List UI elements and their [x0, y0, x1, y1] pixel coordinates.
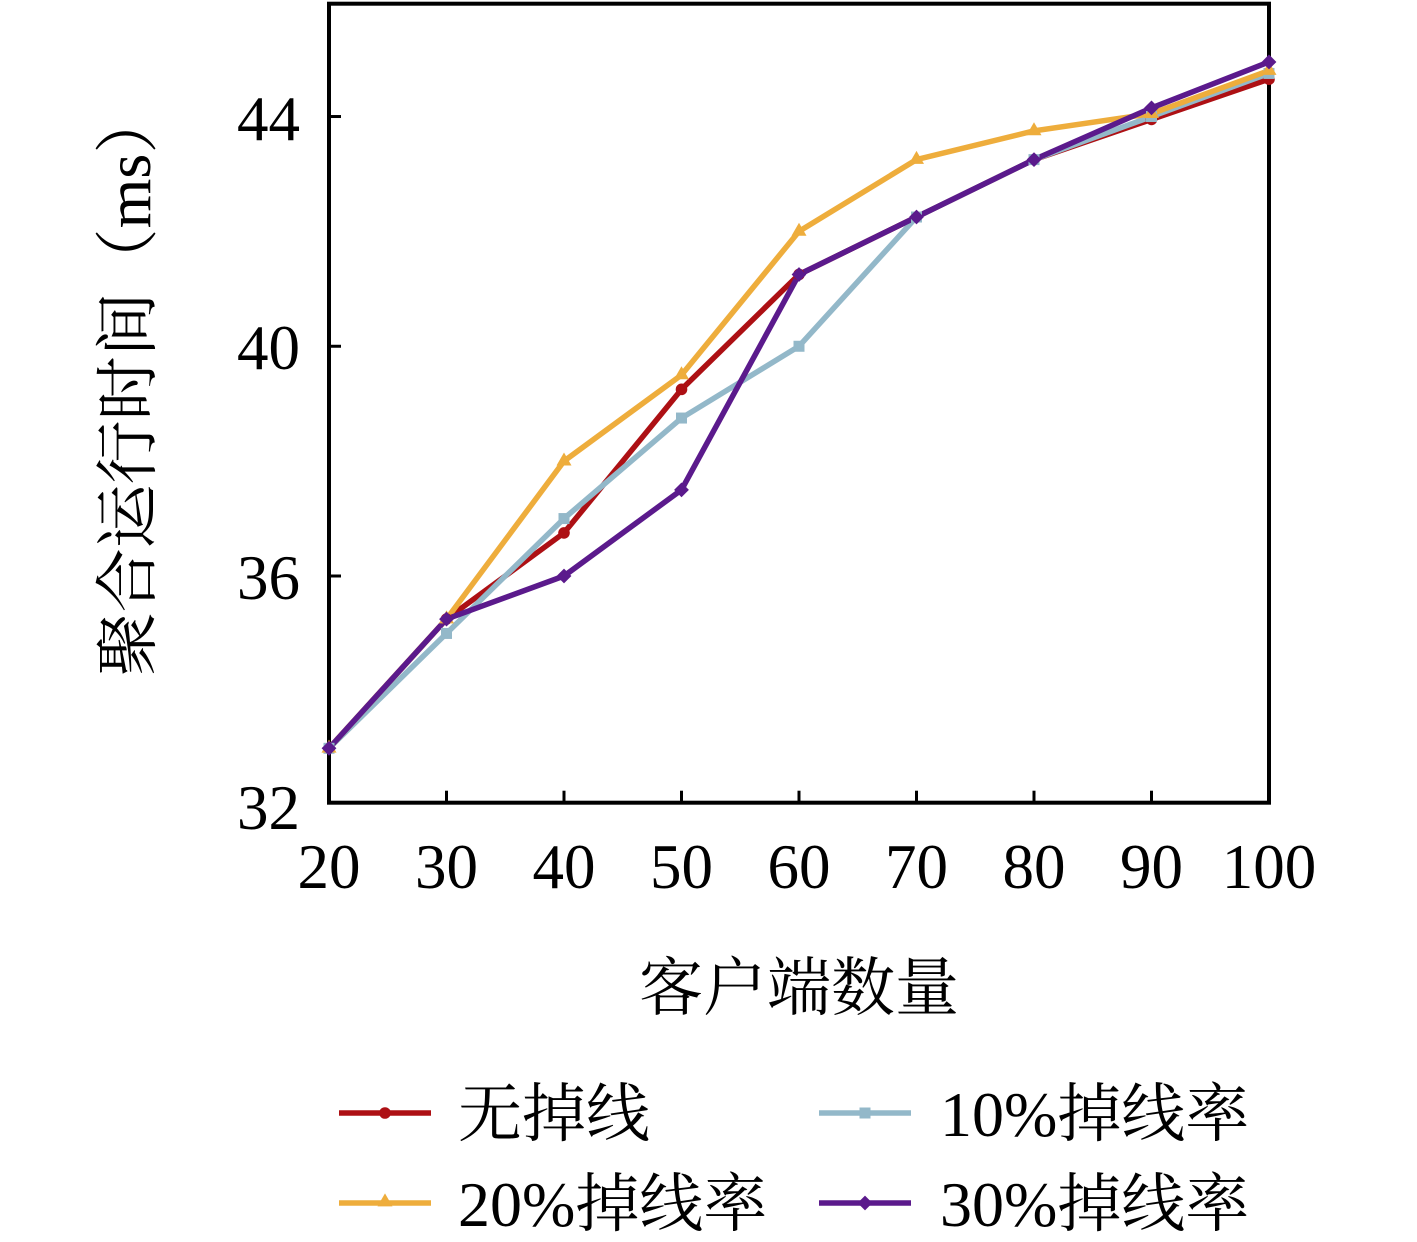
svg-text:30: 30: [415, 832, 478, 902]
svg-text:30%掉线率: 30%掉线率: [940, 1169, 1249, 1240]
svg-text:20%掉线率: 20%掉线率: [458, 1169, 767, 1240]
svg-text:40: 40: [533, 832, 596, 902]
svg-text:70: 70: [885, 832, 948, 902]
svg-text:50: 50: [650, 832, 713, 902]
svg-text:60: 60: [768, 832, 831, 902]
svg-text:100: 100: [1222, 832, 1317, 902]
svg-text:20: 20: [298, 832, 361, 902]
svg-text:80: 80: [1003, 832, 1066, 902]
svg-text:40: 40: [237, 313, 300, 383]
svg-text:聚合运行时间（ms）: 聚合运行时间（ms）: [93, 90, 164, 677]
svg-text:10%掉线率: 10%掉线率: [940, 1079, 1249, 1150]
svg-text:32: 32: [237, 773, 300, 843]
svg-text:客户端数量: 客户端数量: [639, 953, 959, 1024]
svg-text:90: 90: [1120, 832, 1183, 902]
svg-text:无掉线: 无掉线: [458, 1079, 650, 1150]
svg-text:36: 36: [237, 543, 300, 613]
svg-text:44: 44: [237, 84, 300, 154]
